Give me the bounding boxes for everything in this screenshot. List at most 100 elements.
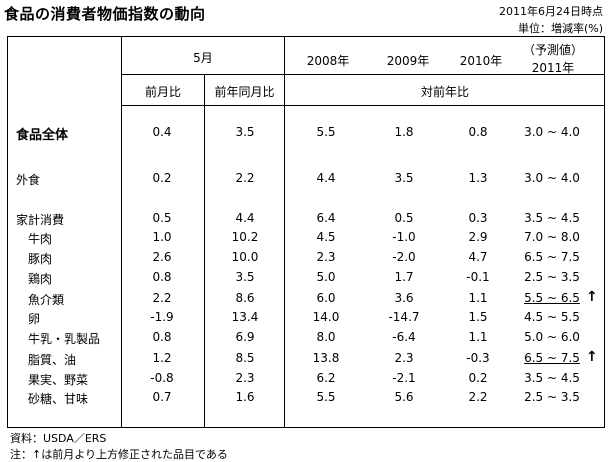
table-cell: 3.5 <box>235 125 255 139</box>
row-label: 食品全体 <box>16 128 69 143</box>
table-cell: 6.5 ~ 7.5 <box>524 250 580 264</box>
table-cell: 2.2 <box>468 390 488 404</box>
header-forecast-line2: 2011年 <box>531 61 575 75</box>
table-cell: 1.8 <box>394 125 414 139</box>
row-divider <box>121 105 605 106</box>
table-cell: 4.7 <box>468 250 488 264</box>
table-cell: 8.6 <box>235 291 255 305</box>
table-cell: 3.5 <box>394 171 414 185</box>
table-cell: 10.2 <box>231 230 259 244</box>
row-label: 脂質、油 <box>28 353 77 367</box>
table-cell: -2.1 <box>392 371 416 385</box>
up-arrow-icon: ↑ <box>586 349 598 365</box>
col-divider <box>284 37 285 427</box>
table-cell: 7.0 ~ 8.0 <box>524 230 580 244</box>
table-cell: 0.8 <box>152 270 172 284</box>
table-cell: 3.0 ~ 4.0 <box>524 125 580 139</box>
table-cell: 3.5 ~ 4.5 <box>524 211 580 225</box>
table-cell: 6.2 <box>316 371 336 385</box>
table-cell: 8.0 <box>316 330 336 344</box>
table-cell: -0.3 <box>466 351 490 365</box>
header-prev-year-month: 前年同月比 <box>214 85 275 99</box>
table-cell: 0.3 <box>468 211 488 225</box>
table-cell: 5.0 <box>316 270 336 284</box>
table-cell: 1.0 <box>152 230 172 244</box>
table-cell: 14.0 <box>312 310 340 324</box>
table-cell: 3.5 <box>235 270 255 284</box>
row-label: 外食 <box>16 173 41 187</box>
table-cell: 5.5 ~ 6.5 <box>524 291 580 305</box>
table-cell: 0.2 <box>468 371 488 385</box>
table-cell: 0.2 <box>152 171 172 185</box>
table-cell: 0.5 <box>152 211 172 225</box>
header-forecast-line1: （予測値） <box>522 43 583 57</box>
table-cell: 1.7 <box>394 270 414 284</box>
table-cell: 6.0 <box>316 291 336 305</box>
table-cell: -2.0 <box>392 250 416 264</box>
table-cell: 4.5 ~ 5.5 <box>524 310 580 324</box>
col-divider <box>121 37 122 427</box>
table-cell: 2.3 <box>394 351 414 365</box>
col-divider <box>204 74 205 427</box>
header-2010: 2010年 <box>459 54 503 68</box>
table-cell: 2.2 <box>235 171 255 185</box>
header-may: 5月 <box>193 51 213 65</box>
page-title: 食品の消費者物価指数の動向 <box>4 5 206 23</box>
row-divider <box>121 74 605 75</box>
table-cell: 5.5 <box>316 390 336 404</box>
table-cell: -0.8 <box>150 371 174 385</box>
row-label: 魚介類 <box>28 293 65 307</box>
table-cell: 1.6 <box>235 390 255 404</box>
table-cell: 5.0 ~ 6.0 <box>524 330 580 344</box>
table-cell: 0.8 <box>468 125 488 139</box>
header-2009: 2009年 <box>386 54 430 68</box>
table-cell: -6.4 <box>392 330 416 344</box>
table-cell: 6.5 ~ 7.5 <box>524 351 580 365</box>
row-label: 牛肉 <box>28 232 53 246</box>
table-cell: 1.1 <box>468 330 488 344</box>
table-cell: 4.4 <box>235 211 255 225</box>
row-label: 砂糖、甘味 <box>28 392 89 406</box>
table-cell: 4.5 <box>316 230 336 244</box>
table-cell: 2.3 <box>235 371 255 385</box>
up-arrow-icon: ↑ <box>586 289 598 305</box>
table-cell: 2.5 ~ 3.5 <box>524 390 580 404</box>
header-yoy: 対前年比 <box>420 85 469 99</box>
header-prev-month: 前月比 <box>144 85 181 99</box>
row-label: 鶏肉 <box>28 272 53 286</box>
table-cell: -0.1 <box>466 270 490 284</box>
footer-source: 資料：USDA／ERS <box>10 432 107 445</box>
table-cell: -1.0 <box>392 230 416 244</box>
row-label: 卵 <box>28 312 41 326</box>
table-cell: 3.6 <box>394 291 414 305</box>
table-cell: 2.5 ~ 3.5 <box>524 270 580 284</box>
unit-label: 単位：増減率(%) <box>517 22 603 35</box>
table-cell: 1.5 <box>468 310 488 324</box>
table-cell: 2.3 <box>316 250 336 264</box>
table-cell: 2.2 <box>152 291 172 305</box>
table-cell: 2.9 <box>468 230 488 244</box>
table-cell: 6.4 <box>316 211 336 225</box>
row-label: 果実、野菜 <box>28 373 89 387</box>
table-cell: 8.5 <box>235 351 255 365</box>
row-label: 牛乳・乳製品 <box>28 332 101 346</box>
table-cell: 0.5 <box>394 211 414 225</box>
table-cell: 13.4 <box>231 310 259 324</box>
table-cell: 0.7 <box>152 390 172 404</box>
header-2008: 2008年 <box>306 54 350 68</box>
footer-note: 注：↑は前月より上方修正された品目である <box>10 448 228 461</box>
table-cell: 3.0 ~ 4.0 <box>524 171 580 185</box>
table-cell: -14.7 <box>388 310 420 324</box>
table-cell: 5.6 <box>394 390 414 404</box>
table-cell: 10.0 <box>231 250 259 264</box>
table-cell: 5.5 <box>316 125 336 139</box>
table-cell: 1.1 <box>468 291 488 305</box>
table-cell: 1.3 <box>468 171 488 185</box>
table-cell: 3.5 ~ 4.5 <box>524 371 580 385</box>
table-cell: 0.8 <box>152 330 172 344</box>
as-of-date: 2011年6月24日時点 <box>499 5 603 18</box>
table-cell: 0.4 <box>152 125 172 139</box>
table-cell: -1.9 <box>150 310 174 324</box>
row-label: 豚肉 <box>28 252 53 266</box>
row-label: 家計消費 <box>16 213 65 227</box>
